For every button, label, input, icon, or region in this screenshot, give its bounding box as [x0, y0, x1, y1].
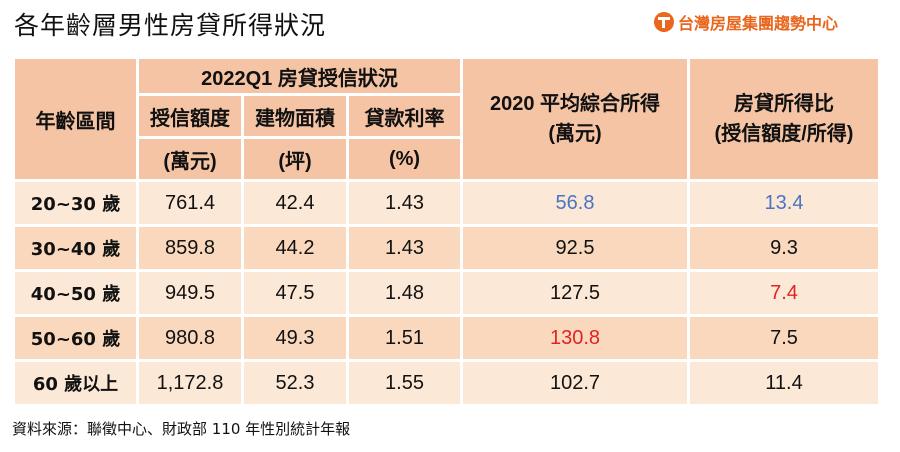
income-cell: 92.5 [463, 227, 687, 269]
source-note: 資料來源：聯徵中心、財政部 110 年性別統計年報 [12, 420, 351, 438]
credit-cell: 859.8 [139, 227, 241, 269]
income-cell: 102.7 [463, 362, 687, 404]
header-income: 2020 平均綜合所得 (萬元) [463, 59, 687, 179]
age-cell: 30~40 歲 [15, 227, 136, 269]
age-cell: 40~50 歲 [15, 272, 136, 314]
ratio-cell: 7.4 [690, 272, 878, 314]
header-ratio-title: 房貸所得比 [734, 93, 834, 115]
credit-cell: 949.5 [139, 272, 241, 314]
table-row: 50~60 歲 980.8 49.3 1.51 130.8 7.5 [15, 317, 878, 359]
rate-cell: 1.55 [349, 362, 460, 404]
header-income-title: 2020 平均綜合所得 [489, 93, 661, 115]
header-income-unit: (萬元) [548, 123, 602, 145]
credit-cell: 761.4 [139, 182, 241, 224]
header-group: 2022Q1 房貸授信狀況 [139, 59, 460, 93]
age-cell: 50~60 歲 [15, 317, 136, 359]
page-title: 各年齡層男性房貸所得狀況 [14, 11, 327, 40]
table-row: 20~30 歲 761.4 42.4 1.43 56.8 13.4 [15, 182, 878, 224]
age-cell: 20~30 歲 [15, 182, 136, 224]
credit-cell: 980.8 [139, 317, 241, 359]
area-cell: 42.4 [244, 182, 346, 224]
ratio-cell: 11.4 [690, 362, 878, 404]
brand: 台灣房屋集團趨勢中心 [653, 10, 838, 34]
income-cell: 56.8 [463, 182, 687, 224]
table-row: 40~50 歲 949.5 47.5 1.48 127.5 7.4 [15, 272, 878, 314]
header-ratio: 房貸所得比 (授信額度/所得) [690, 59, 878, 179]
header-ratio-unit: (授信額度/所得) [714, 123, 854, 145]
header-age: 年齡區間 [15, 59, 136, 179]
header-credit-title: 授信額度 [139, 96, 241, 136]
header-area-unit: (坪) [244, 139, 346, 179]
header-rate-title: 貸款利率 [349, 96, 460, 136]
table-row: 60 歲以上 1,172.8 52.3 1.55 102.7 11.4 [15, 362, 878, 404]
age-cell: 60 歲以上 [15, 362, 136, 404]
ratio-cell: 13.4 [690, 182, 878, 224]
rate-cell: 1.48 [349, 272, 460, 314]
area-cell: 44.2 [244, 227, 346, 269]
rate-cell: 1.43 [349, 227, 460, 269]
header-area-title: 建物面積 [244, 96, 346, 136]
table-row: 30~40 歲 859.8 44.2 1.43 92.5 9.3 [15, 227, 878, 269]
rate-cell: 1.43 [349, 182, 460, 224]
ratio-cell: 7.5 [690, 317, 878, 359]
income-cell: 127.5 [463, 272, 687, 314]
area-cell: 49.3 [244, 317, 346, 359]
ratio-cell: 9.3 [690, 227, 878, 269]
brand-name: 台灣房屋集團趨勢中心 [677, 14, 838, 33]
area-cell: 47.5 [244, 272, 346, 314]
taiwan-realty-logo-icon [653, 12, 674, 32]
credit-cell: 1,172.8 [139, 362, 241, 404]
rate-cell: 1.51 [349, 317, 460, 359]
header-rate-unit: (%) [349, 139, 460, 179]
area-cell: 52.3 [244, 362, 346, 404]
mortgage-income-table: 年齡區間 2022Q1 房貸授信狀況 2020 平均綜合所得 (萬元) 房貸所得… [12, 56, 881, 407]
header-credit-unit: (萬元) [139, 139, 241, 179]
income-cell: 130.8 [463, 317, 687, 359]
